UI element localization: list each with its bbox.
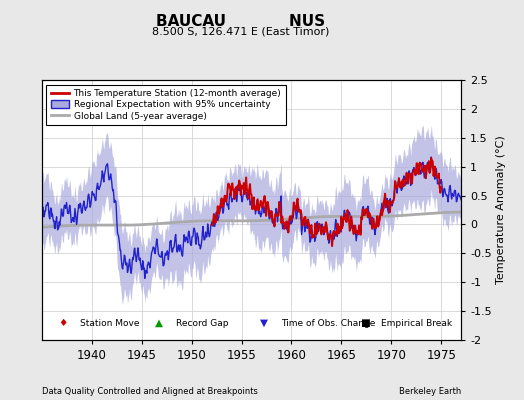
Text: Time of Obs. Change: Time of Obs. Change [281, 318, 375, 328]
Text: Berkeley Earth: Berkeley Earth [399, 387, 461, 396]
Text: BAUCAU            NUS: BAUCAU NUS [157, 14, 325, 29]
Text: ▼: ▼ [260, 318, 268, 328]
Text: Data Quality Controlled and Aligned at Breakpoints: Data Quality Controlled and Aligned at B… [42, 387, 258, 396]
Text: ♦: ♦ [59, 318, 68, 328]
Text: ■: ■ [361, 318, 370, 328]
Text: Station Move: Station Move [80, 318, 139, 328]
Text: 8.500 S, 126.471 E (East Timor): 8.500 S, 126.471 E (East Timor) [152, 26, 330, 36]
Text: Record Gap: Record Gap [176, 318, 228, 328]
Text: Empirical Break: Empirical Break [381, 318, 453, 328]
Y-axis label: Temperature Anomaly (°C): Temperature Anomaly (°C) [496, 136, 506, 284]
Legend: This Temperature Station (12-month average), Regional Expectation with 95% uncer: This Temperature Station (12-month avera… [47, 84, 286, 125]
Text: ▲: ▲ [155, 318, 163, 328]
